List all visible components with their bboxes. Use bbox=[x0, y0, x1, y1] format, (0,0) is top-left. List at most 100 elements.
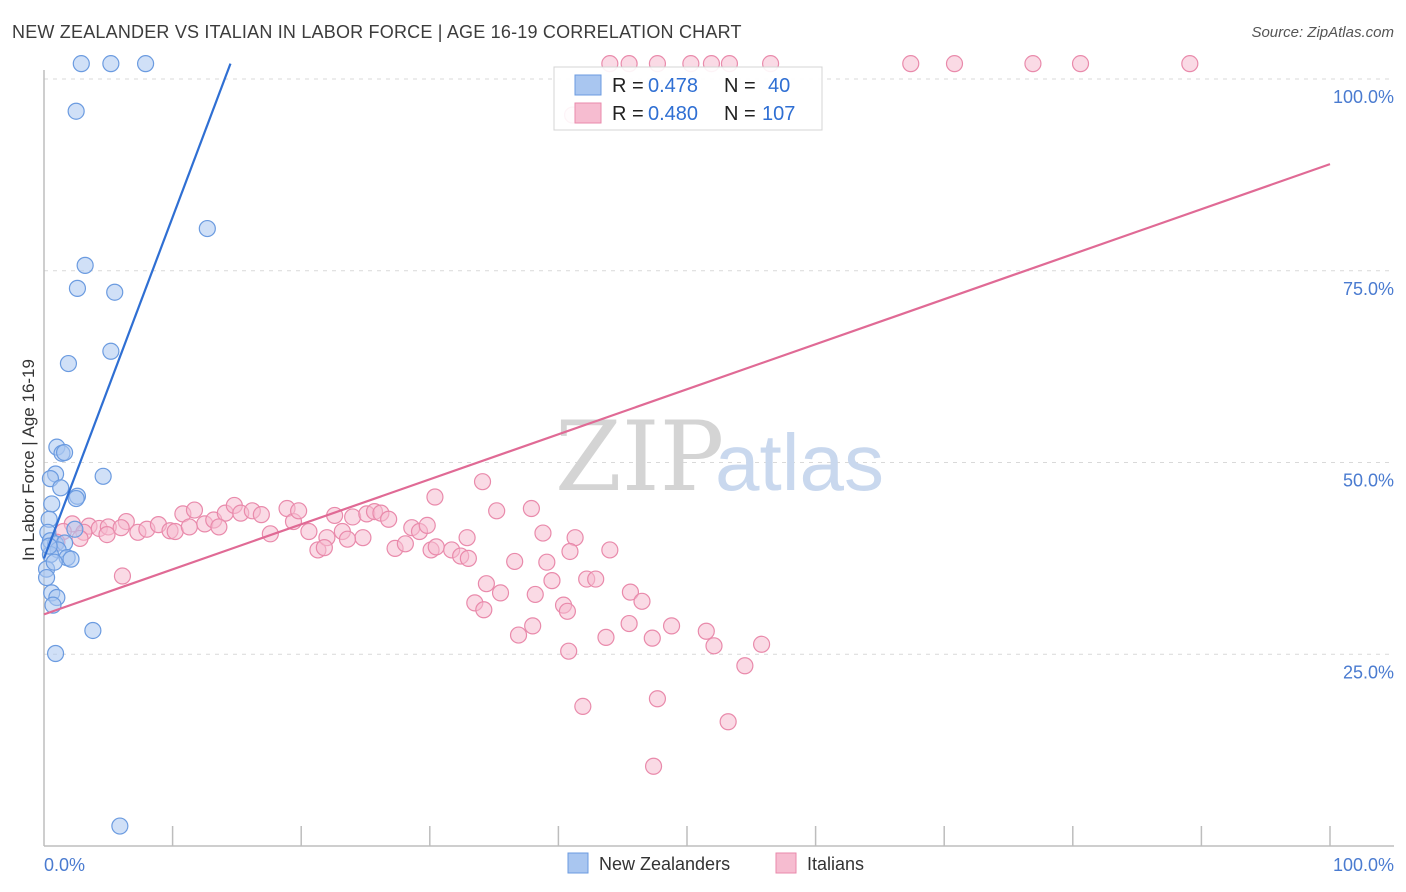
new-zealanders-point bbox=[111, 817, 129, 835]
italians-point bbox=[380, 510, 398, 528]
italians-point bbox=[300, 522, 318, 541]
chart-title: NEW ZEALANDER VS ITALIAN IN LABOR FORCE … bbox=[12, 22, 742, 42]
bottom-legend-swatch-it bbox=[775, 852, 797, 874]
italians-point bbox=[902, 55, 920, 73]
new-zealanders-point bbox=[106, 283, 124, 301]
italians-point bbox=[752, 635, 771, 653]
italians-point bbox=[185, 501, 204, 519]
new-zealanders-point bbox=[84, 621, 102, 640]
italians-point bbox=[543, 572, 561, 590]
italians-point bbox=[491, 584, 510, 602]
italians-point bbox=[427, 538, 445, 556]
x-tick-label-max: 100.0% bbox=[1333, 855, 1394, 875]
italians-point bbox=[643, 629, 661, 647]
new-zealanders-point bbox=[102, 342, 120, 360]
italians-point bbox=[113, 567, 132, 585]
y-tick-label: 50.0% bbox=[1343, 471, 1394, 491]
italians-point bbox=[315, 539, 333, 557]
watermark-zip: ZIP bbox=[555, 401, 724, 513]
legend-r-value-it: 0.480 bbox=[648, 103, 698, 125]
x-tick-label-min: 0.0% bbox=[44, 855, 85, 875]
italians-point bbox=[290, 502, 308, 520]
stats-legend: R = 0.478 N = 40 R = 0.480 N = 107 bbox=[553, 66, 823, 131]
italians-point bbox=[601, 541, 619, 559]
italians-point bbox=[534, 524, 552, 542]
legend-n-value-it: 107 bbox=[762, 103, 795, 125]
italians-point bbox=[1071, 55, 1090, 73]
bottom-legend: New Zealanders Italians bbox=[567, 852, 864, 874]
bottom-legend-swatch-nz bbox=[567, 852, 589, 874]
legend-r-label-it: R = bbox=[612, 103, 644, 125]
italians-point bbox=[473, 473, 492, 491]
legend-r-value-nz: 0.478 bbox=[648, 75, 698, 97]
italians-point bbox=[558, 602, 577, 620]
legend-r-label-nz: R = bbox=[612, 75, 644, 97]
new-zealanders-point bbox=[37, 568, 56, 587]
italians-point bbox=[621, 583, 640, 601]
new-zealanders-point bbox=[66, 520, 84, 538]
new-zealanders-point bbox=[46, 644, 65, 663]
new-zealanders-point bbox=[52, 479, 70, 497]
italians-point bbox=[648, 690, 667, 708]
italians-point bbox=[338, 530, 357, 548]
italians-point bbox=[166, 522, 184, 541]
italians-point bbox=[261, 525, 279, 543]
y-tick-label: 100.0% bbox=[1333, 87, 1394, 107]
legend-n-label-nz: N = bbox=[724, 75, 756, 97]
italians-point bbox=[1024, 55, 1042, 73]
italians-point bbox=[560, 642, 578, 660]
new-zealanders-point bbox=[55, 443, 74, 462]
bottom-legend-label-nz: New Zealanders bbox=[599, 854, 730, 874]
italians-point bbox=[458, 529, 476, 547]
italians-point bbox=[620, 614, 638, 633]
y-tick-label: 25.0% bbox=[1343, 662, 1394, 682]
italians-point bbox=[509, 626, 528, 644]
new-zealanders-point bbox=[136, 55, 155, 73]
new-zealanders-point bbox=[102, 55, 120, 73]
italians-point bbox=[945, 55, 964, 73]
new-zealanders-point bbox=[68, 279, 87, 297]
italians-point bbox=[354, 529, 372, 547]
italians-point bbox=[522, 499, 540, 518]
italians-point bbox=[1181, 55, 1199, 73]
italians-points bbox=[48, 55, 1199, 775]
italians-point bbox=[426, 488, 444, 506]
new-zealanders-point bbox=[67, 102, 85, 120]
italians-point bbox=[633, 592, 651, 610]
italians-point bbox=[252, 506, 270, 524]
source-label: Source: ZipAtlas.com bbox=[1251, 24, 1394, 41]
new-zealanders-point bbox=[72, 55, 90, 73]
italians-point bbox=[705, 637, 723, 655]
y-tick-labels: 100.0% 75.0% 50.0% 25.0% bbox=[1333, 87, 1394, 682]
new-zealanders-point bbox=[62, 550, 80, 568]
italians-point bbox=[210, 518, 228, 536]
new-zealanders-point bbox=[198, 219, 216, 238]
stats-legend-swatch-it bbox=[574, 102, 602, 124]
italians-point bbox=[475, 601, 493, 619]
new-zealanders-trend-line bbox=[42, 63, 232, 559]
legend-n-label-it: N = bbox=[724, 103, 756, 125]
italians-point bbox=[488, 502, 506, 520]
italians-point bbox=[597, 628, 615, 646]
italians-point bbox=[112, 519, 130, 537]
bottom-legend-label-it: Italians bbox=[807, 854, 864, 874]
italians-point bbox=[644, 757, 663, 775]
italians-point bbox=[418, 516, 436, 534]
gridlines bbox=[44, 78, 1394, 655]
x-ticks bbox=[171, 826, 1331, 846]
italians-point bbox=[561, 542, 579, 561]
italians-point bbox=[524, 617, 542, 635]
italians-point bbox=[477, 575, 495, 593]
new-zealanders-point bbox=[45, 553, 63, 571]
new-zealanders-point bbox=[43, 495, 61, 513]
italians-trend-line bbox=[43, 163, 1331, 616]
new-zealanders-point bbox=[76, 256, 94, 274]
italians-point bbox=[574, 697, 592, 716]
new-zealanders-point bbox=[94, 467, 112, 485]
italians-point bbox=[459, 549, 477, 567]
italians-point bbox=[506, 552, 524, 571]
italians-point bbox=[98, 525, 116, 544]
italians-point bbox=[396, 535, 414, 553]
italians-point bbox=[662, 617, 681, 635]
italians-point bbox=[538, 553, 556, 571]
